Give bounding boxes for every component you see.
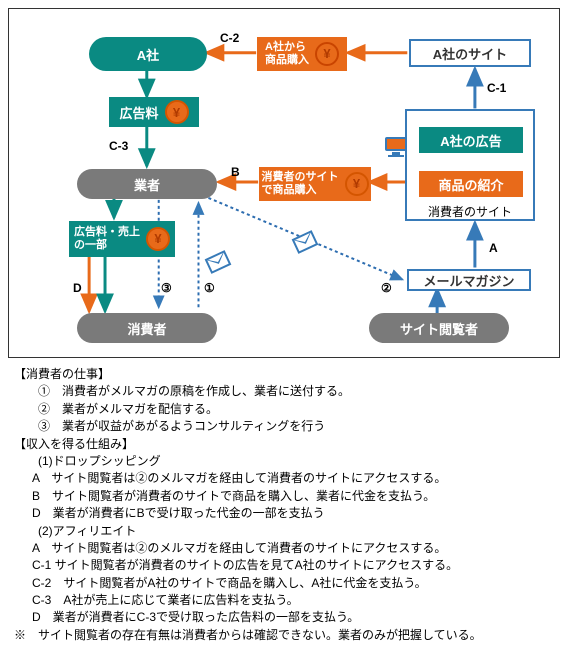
node-purchase-consumer-site: 消費者のサイト で商品購入 [259,167,371,201]
purchase-cs-label: 消費者のサイト で商品購入 [262,171,339,197]
node-mail-mag: メールマガジン [407,269,531,291]
yen-icon [315,42,339,66]
lbl-c1: C-1 [487,81,506,95]
g2c1: C-1 サイト閲覧者が消費者のサイトの広告を見てA社のサイトにアクセスする。 [14,557,556,574]
h2: 【収入を得る仕組み】 [14,436,556,453]
g1a: A サイト閲覧者は②のメルマガを経由して消費者のサイトにアクセスする。 [14,470,556,487]
lbl-n2: ② [381,281,392,295]
g1d: D 業者が消費者にBで受け取った代金の一部を支払う [14,505,556,522]
lbl-c3: C-3 [109,139,128,153]
g1b: B サイト閲覧者が消費者のサイトで商品を購入し、業者に代金を支払う。 [14,488,556,505]
description-text: 【消費者の仕事】 ① 消費者がメルマガの原稿を作成し、業者に送付する。 ② 業者… [14,366,556,644]
consumer-site-title: 消費者のサイト [405,203,535,220]
yen-icon [165,100,189,124]
g2c2: C-2 サイト閲覧者がA社のサイトで商品を購入し、A社に代金を支払う。 [14,575,556,592]
mail-icon [292,230,319,254]
node-a-company: A社 [89,37,207,71]
g2d: D 業者が消費者にC-3で受け取った広告料の一部を支払う。 [14,609,556,626]
g2a: A サイト閲覧者は②のメルマガを経由して消費者のサイトにアクセスする。 [14,540,556,557]
lbl-n1: ① [204,281,215,295]
lbl-a: A [489,241,498,255]
monitor-icon [383,135,411,159]
node-purchase-from-a: A社から 商品購入 [257,37,347,71]
l2: ② 業者がメルマガを配信する。 [14,401,556,418]
node-a-ad: A社の広告 [419,127,523,153]
node-site-viewer: サイト閲覧者 [369,313,509,343]
l3: ③ 業者が収益があがるようコンサルティングを行う [14,418,556,435]
lbl-d: D [73,281,82,295]
ad-sales-part-label: 広告料・売上 の一部 [74,226,140,252]
h1: 【消費者の仕事】 [14,366,556,383]
note: ※ サイト閲覧者の存在有無は消費者からは確認できない。業者のみが把握している。 [14,627,556,644]
g2c3: C-3 A社が売上に応じて業者に広告料を支払う。 [14,592,556,609]
lbl-n3: ③ [161,281,172,295]
l1: ① 消費者がメルマガの原稿を作成し、業者に送付する。 [14,383,556,400]
purchase-a-label: A社から 商品購入 [265,41,309,67]
ad-fee-label: 広告料 [119,103,158,122]
g1: (1)ドロップシッピング [14,453,556,470]
lbl-b: B [231,165,240,179]
diagram-canvas: A社 広告料 業者 広告料・売上 の一部 消費者 サイト閲覧者 A社のサイト メ… [8,8,560,358]
node-a-site: A社のサイト [409,39,531,67]
yen-icon [345,172,369,196]
mail-icon [205,250,232,274]
g2: (2)アフィリエイト [14,523,556,540]
node-vendor: 業者 [77,169,217,199]
yen-icon [146,227,170,251]
lbl-c2: C-2 [220,31,239,45]
node-consumer: 消費者 [77,313,217,343]
node-product-intro: 商品の紹介 [419,171,523,197]
node-ad-fee: 広告料 [109,97,199,127]
node-ad-sales-part: 広告料・売上 の一部 [69,221,175,257]
